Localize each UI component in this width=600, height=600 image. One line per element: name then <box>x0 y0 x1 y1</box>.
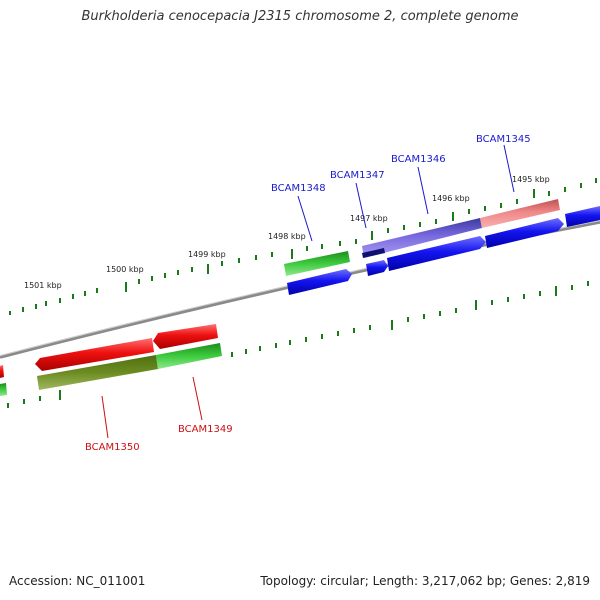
tick-label-1500: 1500 kbp <box>106 265 144 274</box>
topology-label: Topology: <box>260 574 317 588</box>
cds-arrow-bcam1345[interactable] <box>485 218 564 248</box>
leader-bcam1349 <box>192 376 203 421</box>
topology-value: circular <box>320 574 365 588</box>
tick-label-1496: 1496 kbp <box>432 194 470 203</box>
genes-value: 2,819 <box>555 574 590 588</box>
tick-label-1497: 1497 kbp <box>350 214 388 223</box>
tick-label-1499: 1499 kbp <box>188 250 226 259</box>
length-label: Length: <box>372 574 419 588</box>
genome-title: Burkholderia cenocepacia J2315 chromosom… <box>81 9 519 24</box>
gene-label-bcam1347[interactable]: BCAM1347 <box>330 170 385 181</box>
accession-value: NC_011001 <box>76 574 146 588</box>
accession-label: Accession: <box>9 574 73 588</box>
tick-label-1495: 1495 kbp <box>512 175 550 184</box>
gene-bar-purple[interactable] <box>362 218 482 258</box>
cds-arrow-next[interactable] <box>565 206 600 227</box>
gene-label-bcam1350[interactable]: BCAM1350 <box>85 442 140 453</box>
leader-bcam1347 <box>355 182 367 229</box>
leader-bcam1345 <box>503 144 515 193</box>
scale-track-lower <box>7 281 589 408</box>
gene-label-bcam1349[interactable]: BCAM1349 <box>178 424 233 435</box>
leader-bcam1346 <box>417 166 429 215</box>
tick-label-1498: 1498 kbp <box>268 232 306 241</box>
cds-arrow-bcam1350[interactable] <box>35 338 154 371</box>
gene-bar-olive[interactable] <box>37 355 158 390</box>
tick-label-1501: 1501 kbp <box>24 281 62 290</box>
genome-stats: Topology: circular; Length: 3,217,062 bp… <box>260 574 590 588</box>
gene-label-bcam1345[interactable]: BCAM1345 <box>476 134 531 145</box>
length-value: 3,217,062 bp <box>421 574 502 588</box>
cds-arrow-bcam1349[interactable] <box>153 324 218 349</box>
cds-arrow-edge-red[interactable] <box>0 365 4 378</box>
cds-arrow-bcam1348[interactable] <box>287 269 352 295</box>
cds-arrow-bcam1346[interactable] <box>387 236 486 271</box>
gene-bar-green-edge[interactable] <box>0 383 7 396</box>
cds-arrow-bcam1347[interactable] <box>366 260 388 276</box>
scale-track-upper <box>9 178 597 315</box>
gene-bar-green-lower[interactable] <box>156 343 222 369</box>
gene-bar-green-upper[interactable] <box>284 251 350 276</box>
leader-bcam1348 <box>297 195 313 242</box>
gene-label-bcam1346[interactable]: BCAM1346 <box>391 154 446 165</box>
gene-bar-dark-blue[interactable] <box>362 248 385 258</box>
leader-bcam1350 <box>101 395 109 439</box>
gene-bar-pink[interactable] <box>480 199 560 228</box>
accession-info: Accession: NC_011001 <box>9 574 145 588</box>
genes-label: Genes: <box>509 574 552 588</box>
gene-label-bcam1348[interactable]: BCAM1348 <box>271 183 326 194</box>
